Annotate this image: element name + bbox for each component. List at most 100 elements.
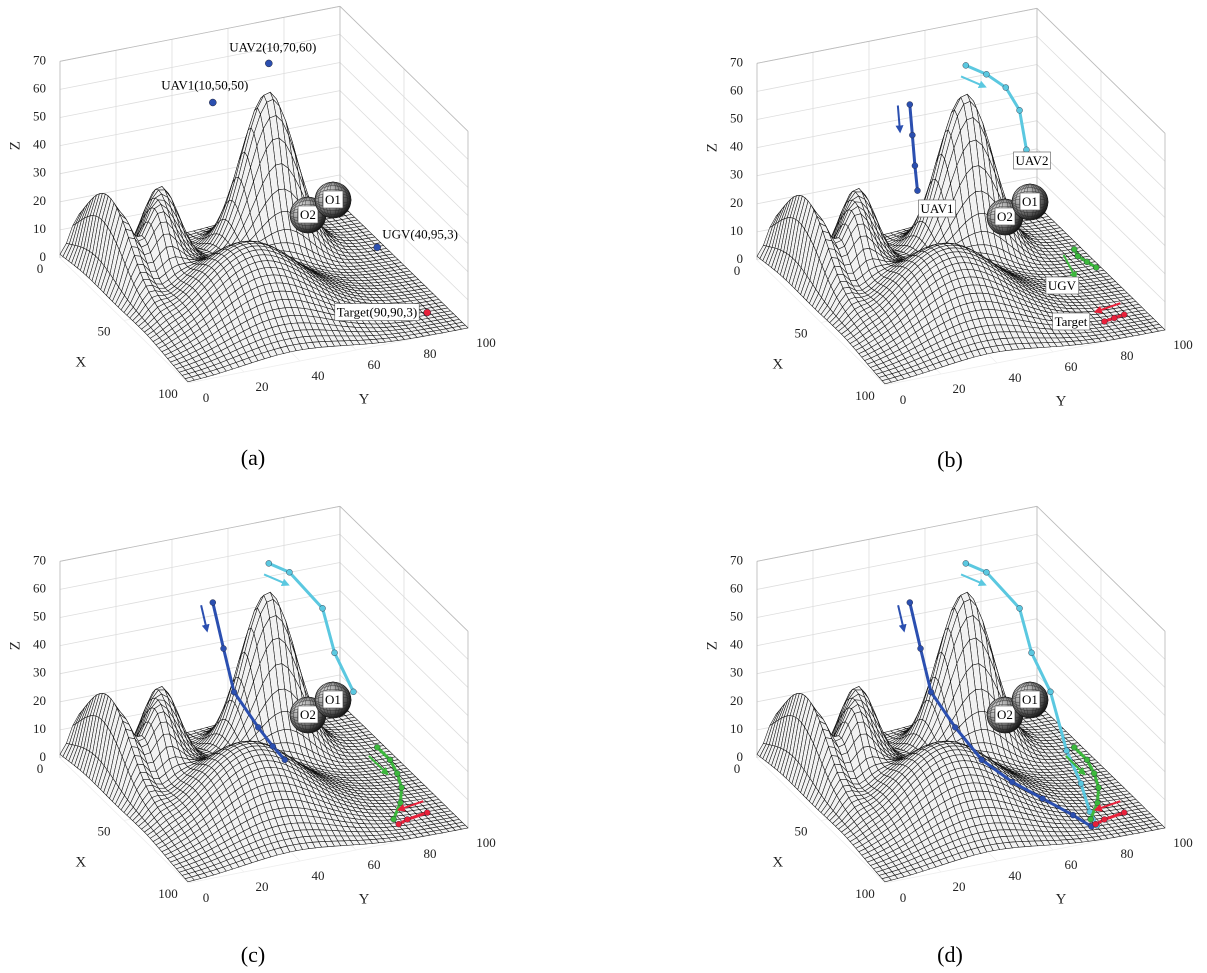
y-tick-label: 20: [256, 879, 269, 894]
z-tick-label: 60: [730, 82, 743, 97]
annotation-label: UGV: [1048, 278, 1077, 293]
obstacle-label: O1: [325, 192, 341, 207]
trajectory-point: [1075, 253, 1081, 259]
trajectory-point: [907, 102, 913, 108]
y-tick-label: 0: [203, 390, 210, 405]
z-axis-label: Z: [7, 141, 23, 150]
z-tick-label: 20: [33, 193, 46, 208]
y-tick-label: 100: [476, 335, 496, 350]
y-tick-label: 60: [368, 357, 381, 372]
trajectory-point: [1017, 107, 1023, 113]
trajectory-line: [910, 105, 918, 191]
y-tick-label: 40: [312, 868, 325, 883]
x-tick-label: 0: [37, 261, 44, 276]
trajectory-point: [912, 163, 918, 169]
z-tick-label: 20: [730, 195, 743, 210]
z-tick-label: 10: [730, 223, 743, 238]
z-tick-label: 70: [33, 52, 46, 67]
z-tick-label: 30: [730, 167, 743, 182]
annotation-label: UGV(40,95,3): [382, 226, 458, 241]
figure: 010203040506070020406080100050100ZXYO2O1…: [0, 0, 1207, 973]
start-point: [209, 99, 216, 106]
y-tick-label: 0: [900, 392, 907, 407]
trajectory-point: [1071, 246, 1077, 252]
trajectory-point: [914, 188, 920, 194]
x-tick-label: 0: [37, 761, 44, 776]
z-tick-label: 40: [33, 137, 46, 152]
annotation-label: UAV1: [921, 201, 954, 216]
grid-line: [60, 563, 340, 618]
start-point: [374, 244, 381, 251]
trajectory-point: [963, 62, 969, 68]
z-tick-label: 10: [33, 221, 46, 236]
annotation-label: UAV2(10,70,60): [229, 39, 316, 54]
obstacle-label: O2: [300, 207, 316, 222]
z-tick-label: 50: [33, 608, 46, 623]
obstacle-label: O2: [997, 209, 1013, 224]
y-axis-label: Y: [1056, 393, 1067, 409]
annotation-label: Target: [1055, 314, 1088, 329]
z-tick-label: 30: [33, 165, 46, 180]
box-edge: [757, 8, 1037, 63]
box-edge: [60, 506, 340, 561]
grid-line: [60, 91, 340, 146]
annotation-label: UAV2: [1016, 153, 1049, 168]
z-tick-label: 20: [33, 693, 46, 708]
z-tick-label: 70: [730, 54, 743, 69]
x-axis-label: X: [75, 854, 86, 870]
trajectory-point: [1093, 265, 1099, 271]
z-axis-label: Z: [7, 641, 23, 650]
y-tick-label: 0: [203, 890, 210, 905]
z-tick-label: 60: [33, 80, 46, 95]
annotation-label: Target(90,90,3): [337, 305, 417, 320]
y-axis-label: Y: [359, 391, 370, 407]
z-tick-label: 10: [33, 721, 46, 736]
y-tick-label: 60: [1065, 359, 1078, 374]
y-tick-label: 100: [1173, 337, 1193, 352]
y-tick-label: 60: [368, 857, 381, 872]
y-tick-label: 80: [424, 346, 437, 361]
y-tick-label: 80: [1121, 348, 1134, 363]
trajectory-point: [1101, 318, 1107, 324]
grid-line: [60, 591, 340, 646]
z-axis-label: Z: [704, 143, 720, 152]
x-tick-label: 50: [795, 325, 808, 340]
z-tick-label: 40: [33, 637, 46, 652]
z-tick-label: 50: [33, 108, 46, 123]
y-tick-label: 40: [1009, 370, 1022, 385]
grid-line: [757, 93, 1037, 148]
x-tick-label: 50: [98, 823, 111, 838]
y-tick-label: 40: [312, 368, 325, 383]
y-tick-label: 20: [256, 379, 269, 394]
panel: 010203040506070020406080100050100ZXYO2O1…: [7, 506, 495, 967]
panel: 010203040506070020406080100050100ZXYO2O1…: [704, 8, 1192, 472]
obstacle-label: O1: [1022, 194, 1038, 209]
x-tick-label: 100: [855, 388, 875, 403]
panel-caption: (b): [937, 447, 963, 472]
grid-line: [757, 65, 1037, 120]
trajectory-point: [983, 71, 989, 77]
trajectory-point: [1121, 312, 1127, 318]
direction-arrow: [898, 106, 900, 132]
y-tick-label: 100: [476, 835, 496, 850]
panel-caption: (a): [241, 445, 265, 470]
z-tick-label: 30: [33, 665, 46, 680]
z-tick-label: 60: [33, 580, 46, 595]
y-tick-label: 80: [424, 846, 437, 861]
trajectory-point: [1111, 315, 1117, 321]
x-axis-label: X: [772, 356, 783, 372]
terrain-surface: [757, 94, 1165, 384]
panel: 010203040506070020406080100050100ZXYO2O1…: [7, 6, 495, 470]
z-tick-label: 40: [730, 139, 743, 154]
y-tick-label: 20: [953, 381, 966, 396]
x-tick-label: 100: [158, 886, 178, 901]
x-tick-label: 100: [158, 386, 178, 401]
x-tick-label: 50: [98, 323, 111, 338]
start-point: [265, 60, 272, 67]
z-tick-label: 50: [730, 110, 743, 125]
trajectory-point: [1084, 259, 1090, 265]
x-tick-label: 0: [734, 263, 741, 278]
start-point: [424, 309, 431, 316]
annotation-label: UAV1(10,50,50): [161, 77, 248, 92]
x-axis-label: X: [75, 354, 86, 370]
